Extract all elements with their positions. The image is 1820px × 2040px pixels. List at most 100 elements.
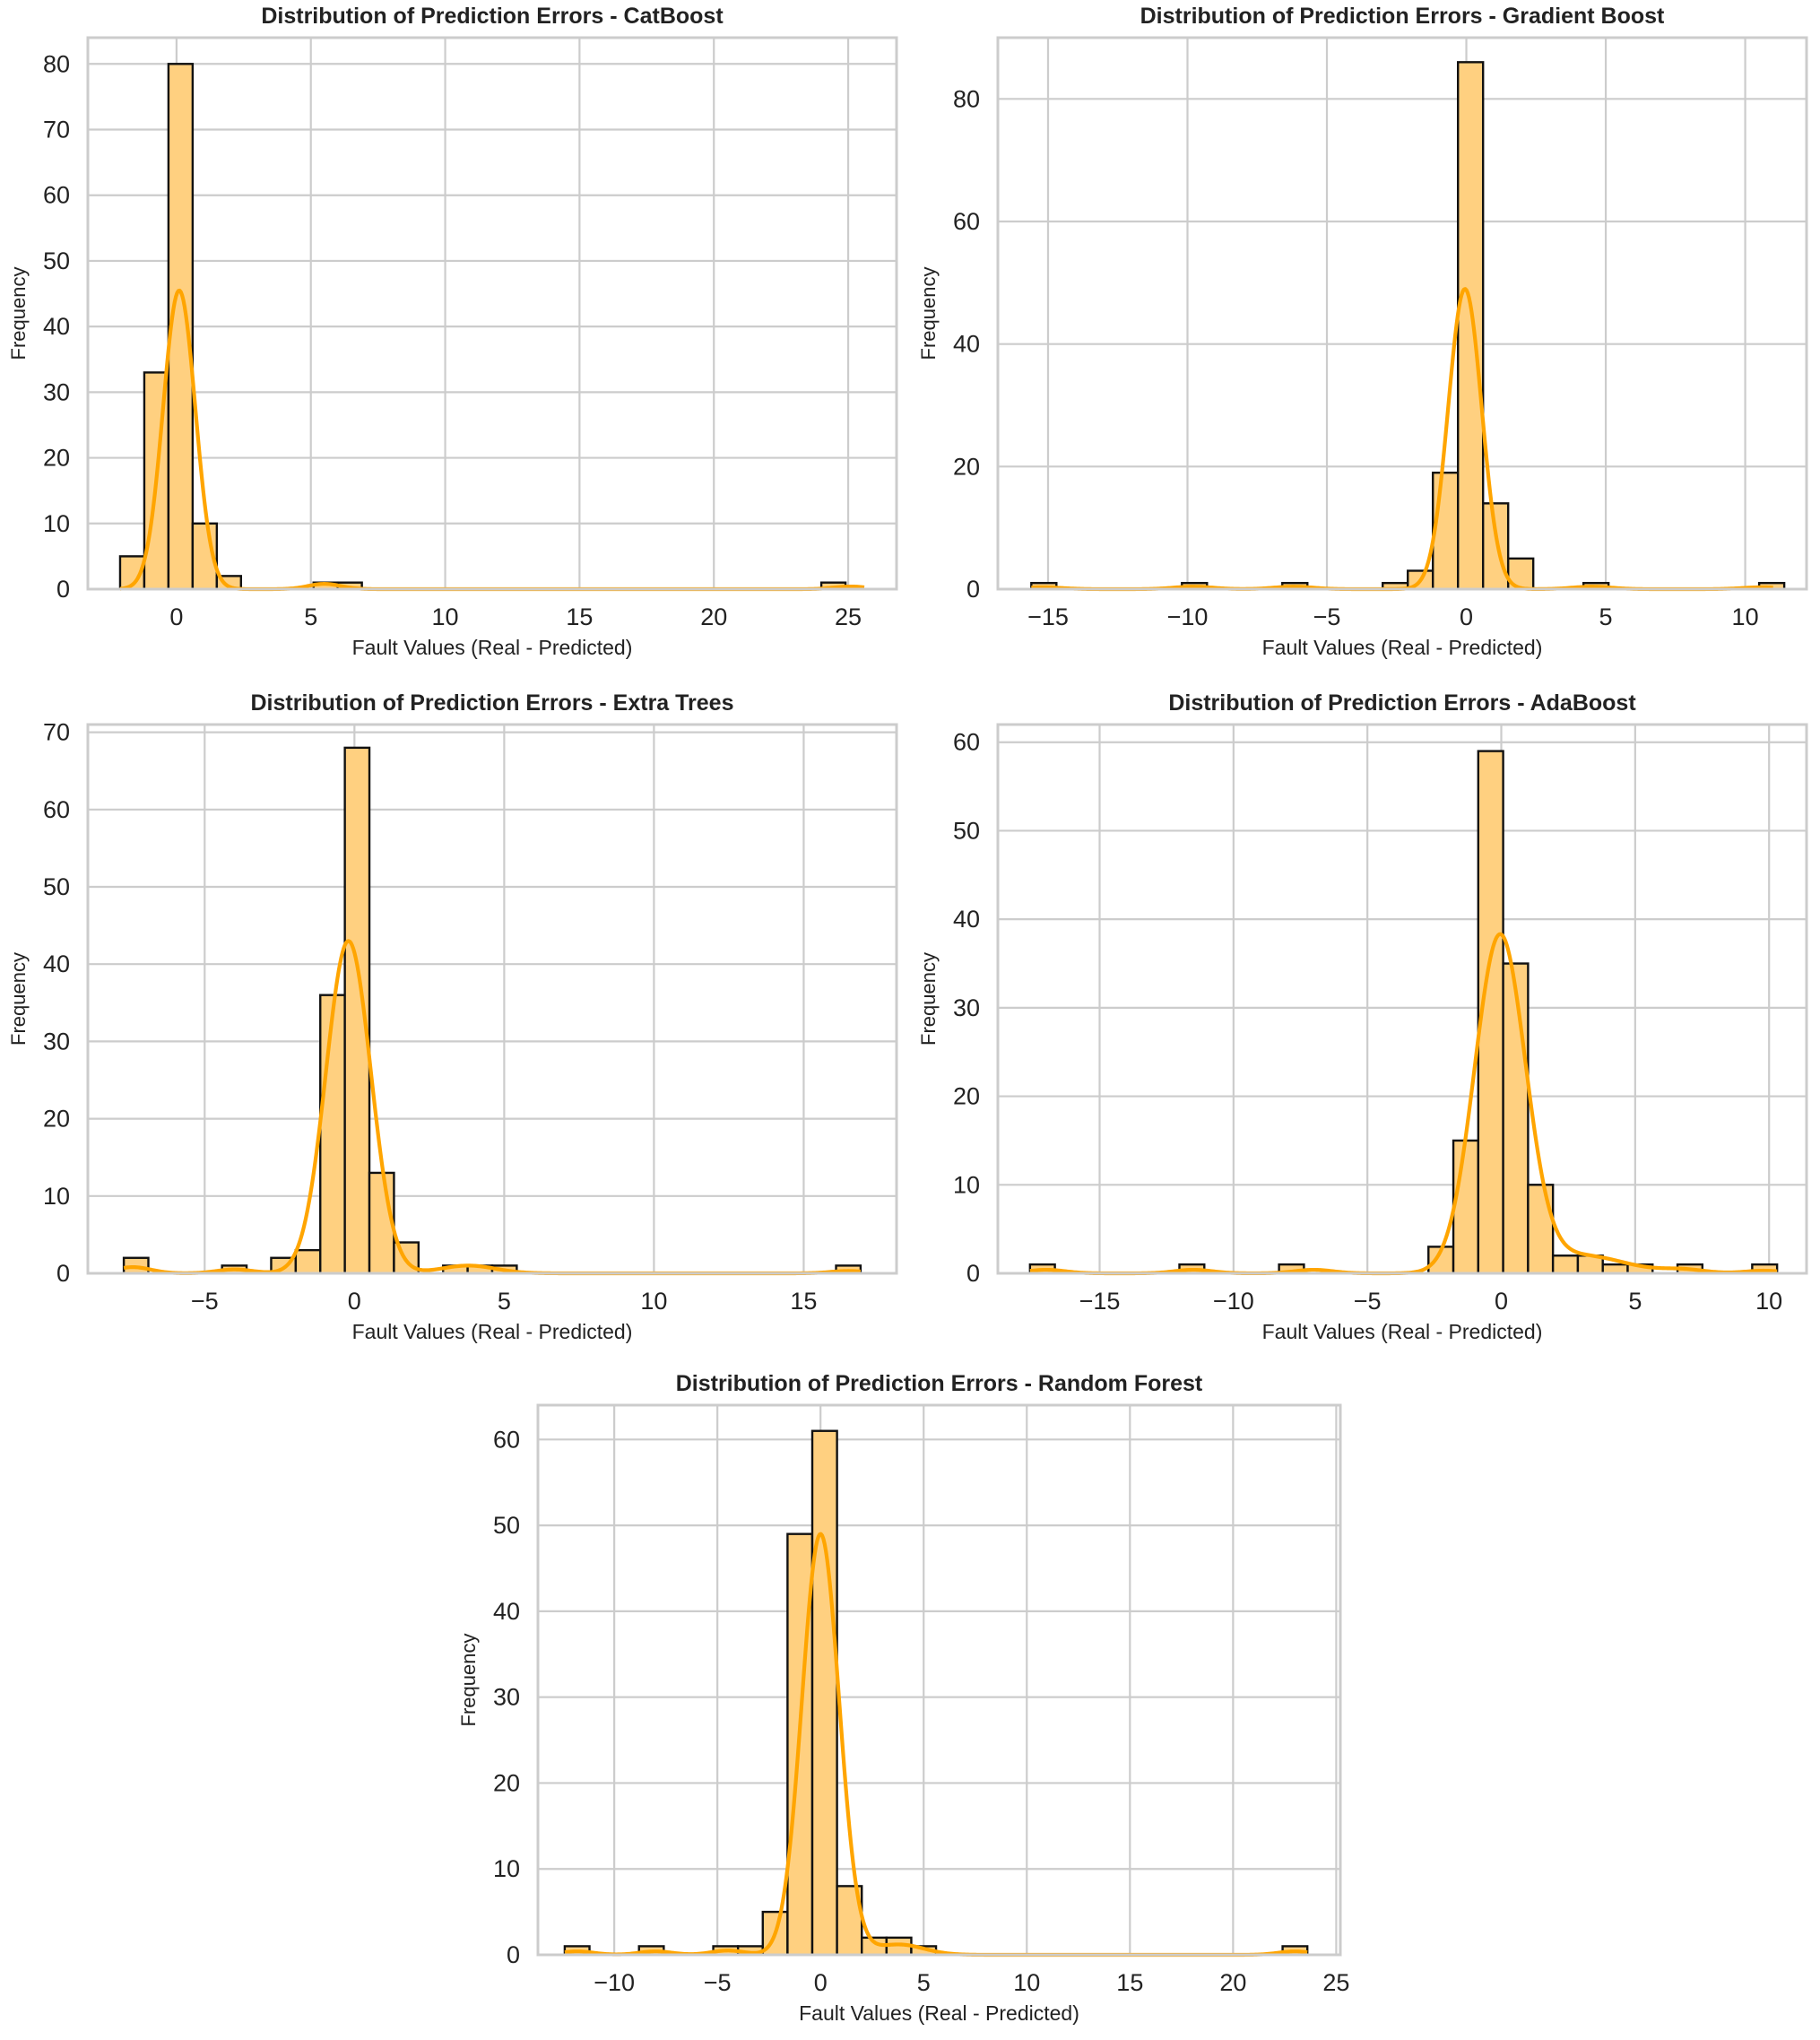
x-tick-label: −10 [594, 1969, 635, 1996]
histogram-bar [1481, 502, 1510, 591]
y-tick-label: 40 [953, 331, 980, 358]
x-tick-label: 20 [1219, 1969, 1246, 1996]
y-tick-label: 70 [43, 719, 70, 746]
histogram-bar [1432, 471, 1460, 591]
y-tick-label: 80 [953, 85, 980, 112]
y-axis-label: Frequency [917, 952, 940, 1046]
chart-title: Distribution of Prediction Errors - CatB… [261, 4, 724, 29]
x-tick-label: 5 [917, 1969, 931, 1996]
kde-curve [119, 288, 865, 592]
y-tick-label: 40 [43, 313, 70, 340]
y-tick-label: 50 [953, 817, 980, 844]
x-tick-label: −10 [1167, 603, 1209, 630]
chart-title: Distribution of Prediction Errors - Rand… [676, 1371, 1203, 1396]
x-tick-label: 10 [1013, 1969, 1040, 1996]
histogram-bar [1452, 1139, 1480, 1275]
chart-title: Distribution of Prediction Errors - Extr… [250, 690, 733, 716]
x-tick-label: 25 [1322, 1969, 1349, 1996]
x-tick-label: −10 [1213, 1288, 1254, 1315]
y-tick-label: 30 [953, 994, 980, 1021]
y-tick-label: 10 [493, 1855, 520, 1882]
x-tick-label: −15 [1079, 1288, 1121, 1315]
x-tick-label: 5 [304, 603, 317, 630]
x-tick-label: 15 [566, 603, 593, 630]
y-axis-label: Frequency [7, 267, 30, 360]
x-tick-label: 20 [700, 603, 727, 630]
y-tick-label: 10 [953, 1171, 980, 1198]
x-tick-label: −5 [1313, 603, 1341, 630]
y-tick-label: 40 [493, 1598, 520, 1625]
y-tick-label: 70 [43, 117, 70, 143]
axes-frame [536, 1403, 1342, 1957]
histogram-bar [1502, 962, 1530, 1275]
x-tick-label: 0 [1460, 603, 1473, 630]
y-tick-label: 80 [43, 50, 70, 77]
chart-panel-4: −15 −10 −5 0 5 10 0 10 20 30 40 50 60 Distribution of… [917, 690, 1808, 1343]
y-axis-label: Frequency [7, 952, 30, 1046]
x-tick-label: 15 [790, 1288, 817, 1315]
x-axis-label: Fault Values (Real - Predicted) [1262, 636, 1543, 659]
histogram-bar [1551, 1254, 1580, 1275]
y-tick-label: 50 [43, 873, 70, 900]
y-tick-label: 0 [966, 576, 980, 603]
y-tick-label: 30 [43, 1028, 70, 1055]
chart-title: Distribution of Prediction Errors - AdaB… [1168, 690, 1636, 716]
x-tick-label: 15 [1116, 1969, 1143, 1996]
histogram-bar [810, 1429, 838, 1957]
histogram-bar [319, 994, 346, 1275]
x-tick-label: −5 [1354, 1288, 1382, 1315]
y-tick-label: 20 [43, 445, 70, 472]
y-tick-label: 30 [43, 378, 70, 405]
histogram-bar [1457, 61, 1485, 591]
x-tick-label: −5 [704, 1969, 732, 1996]
chart-panel-2: −15 −10 −5 0 5 10 0 20 40 60 80 Distribution of Pre… [917, 4, 1808, 659]
axes-frame [86, 723, 898, 1275]
x-tick-label: 10 [1755, 1288, 1782, 1315]
x-tick-label: 10 [432, 603, 459, 630]
x-tick-label: 5 [498, 1288, 511, 1315]
y-tick-label: 40 [43, 951, 70, 977]
x-axis-label: Fault Values (Real - Predicted) [352, 1320, 633, 1343]
x-tick-label: 10 [640, 1288, 667, 1315]
y-axis-label: Frequency [457, 1634, 480, 1727]
chart-panel-1: 0 5 10 15 20 25 0 10 20 30 40 50 60 70 80 Distribution … [7, 4, 898, 659]
y-tick-label: 50 [493, 1512, 520, 1539]
y-tick-label: 0 [56, 1260, 70, 1287]
y-axis-label: Frequency [917, 267, 940, 360]
kde-curve [123, 939, 862, 1276]
x-tick-label: 10 [1732, 603, 1759, 630]
chart-panel-3: −5 0 5 10 15 0 10 20 30 40 50 60 70 Distribution of P… [7, 690, 898, 1343]
y-tick-label: 30 [493, 1684, 520, 1711]
y-tick-label: 10 [43, 510, 70, 537]
chart-title: Distribution of Prediction Errors - Grad… [1140, 4, 1665, 29]
y-tick-label: 60 [43, 182, 70, 209]
y-tick-label: 0 [966, 1260, 980, 1287]
x-tick-label: 5 [1599, 603, 1613, 630]
x-axis-label: Fault Values (Real - Predicted) [352, 636, 633, 659]
x-axis-label: Fault Values (Real - Predicted) [1262, 1320, 1543, 1343]
y-tick-label: 20 [493, 1769, 520, 1796]
x-axis-label: Fault Values (Real - Predicted) [799, 2001, 1079, 2025]
x-tick-label: 0 [348, 1288, 361, 1315]
y-tick-label: 60 [953, 208, 980, 235]
y-tick-label: 60 [43, 796, 70, 823]
axes-frame [996, 723, 1808, 1275]
y-tick-label: 40 [953, 906, 980, 933]
y-tick-label: 10 [43, 1183, 70, 1210]
axes-frame [86, 36, 898, 591]
y-tick-label: 60 [493, 1426, 520, 1453]
y-tick-label: 50 [43, 247, 70, 274]
histogram-bar [294, 1248, 322, 1275]
y-tick-label: 20 [43, 1106, 70, 1133]
x-tick-label: 0 [169, 603, 183, 630]
x-tick-label: 0 [1495, 1288, 1508, 1315]
y-tick-label: 60 [953, 729, 980, 756]
x-tick-label: 0 [814, 1969, 828, 1996]
x-tick-label: −5 [191, 1288, 219, 1315]
y-tick-label: 20 [953, 453, 980, 480]
y-tick-label: 0 [507, 1941, 520, 1968]
x-tick-label: 5 [1628, 1288, 1642, 1315]
chart-panel-5: −10 −5 0 5 10 15 20 25 0 10 20 30 40 50 60 Distribution… [457, 1371, 1349, 2025]
